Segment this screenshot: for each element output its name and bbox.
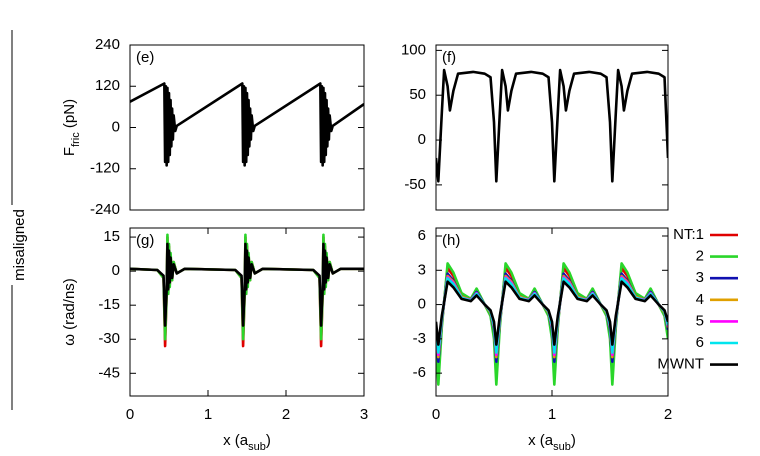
series-line (130, 242, 364, 327)
y-tick-label: -50 (404, 176, 426, 193)
y-tick-label: 3 (418, 261, 426, 278)
series-line (130, 82, 364, 167)
y-tick-label: 6 (418, 227, 426, 244)
y-tick-label: -6 (413, 364, 426, 381)
y-axis-label-part: F (61, 147, 78, 156)
plot-area (130, 233, 364, 348)
plot-area (130, 82, 364, 167)
x-axis-label-part: ) (571, 432, 576, 449)
panel-label: (f) (442, 49, 456, 66)
y-tick-label: -30 (98, 330, 120, 347)
y-tick-label: 120 (95, 77, 120, 94)
plot-area (436, 68, 668, 183)
y-axis-label-part: fric (70, 132, 82, 147)
y-tick-label: 15 (103, 228, 120, 245)
legend-label: 4 (696, 291, 704, 308)
y-axis-label-part: ω (rad/ns) (61, 278, 78, 346)
legend-label: 2 (696, 248, 704, 265)
x-axis-label-part: x (a (528, 432, 554, 449)
y-tick-label: 0 (418, 131, 426, 148)
y-tick-label: -45 (98, 364, 120, 381)
x-axis-label-part: x (a (223, 432, 249, 449)
x-axis-label-part: ) (266, 432, 271, 449)
x-tick-label: 1 (548, 406, 556, 423)
plot-area (436, 262, 668, 386)
y-tick-label: -15 (98, 296, 120, 313)
plot-frame (129, 227, 365, 397)
legend-label: 6 (696, 334, 704, 351)
panel-label: (e) (136, 49, 154, 66)
y-tick-label: 240 (95, 36, 120, 53)
series-line (436, 68, 668, 183)
x-tick-label: 1 (204, 406, 212, 423)
x-axis-label: x (asub) (223, 432, 271, 453)
y-axis-label-part: (pN) (61, 99, 78, 132)
panel-label: (h) (442, 232, 460, 249)
x-tick-label: 0 (126, 406, 134, 423)
y-tick-label: -240 (90, 201, 120, 218)
y-tick-label: 100 (401, 41, 426, 58)
x-tick-label: 2 (282, 406, 290, 423)
y-axis-label: Ffric (pN) (61, 99, 82, 156)
x-axis-label-part: sub (553, 441, 571, 453)
x-tick-label: 2 (664, 406, 672, 423)
legend-label: NT:1 (673, 226, 704, 243)
y-axis-label: ω (rad/ns) (61, 278, 78, 346)
y-tick-label: -120 (90, 160, 120, 177)
y-tick-label: -3 (413, 330, 426, 347)
plot-frame (435, 44, 669, 211)
series-line (436, 280, 668, 346)
legend-label: 3 (696, 269, 704, 286)
plot-frame (435, 227, 669, 397)
legend-label: MWNT (657, 356, 704, 373)
x-axis-label: x (asub) (528, 432, 576, 453)
y-tick-label: 0 (112, 262, 120, 279)
x-axis-label-part: sub (248, 441, 266, 453)
legend-label: 5 (696, 312, 704, 329)
panel-label: (g) (136, 232, 154, 249)
x-tick-label: 3 (360, 406, 368, 423)
y-tick-label: 0 (418, 296, 426, 313)
x-tick-label: 0 (432, 406, 440, 423)
y-tick-label: 0 (112, 118, 120, 135)
row-label: misaligned (11, 209, 28, 281)
y-tick-label: 50 (409, 86, 426, 103)
